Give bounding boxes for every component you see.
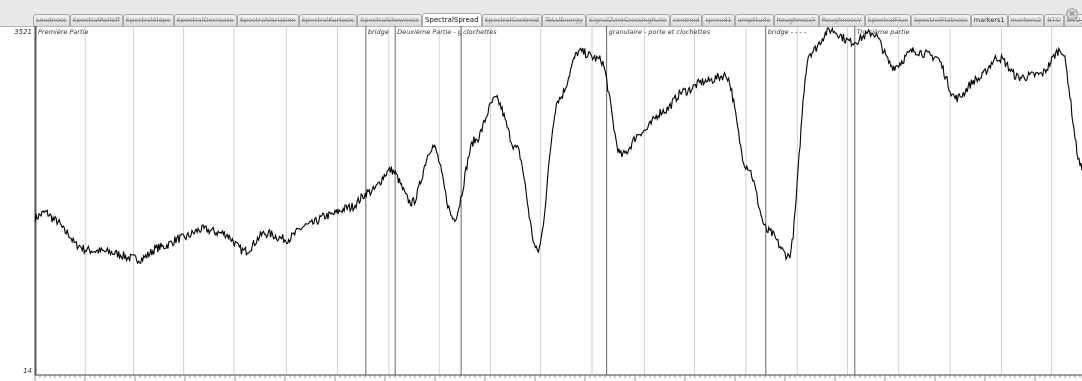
marker-label: Première Partie [38, 28, 88, 36]
spectral-spread-chart: Première Partie bridge Deuxième Partie - g… [14, 26, 1082, 381]
tab-spectralspread[interactable]: SpectralSpread [421, 13, 482, 26]
tab-markers1[interactable]: markers1 [970, 14, 1008, 26]
grid [84, 26, 1053, 375]
close-icon[interactable]: × [1066, 8, 1078, 20]
tab-spectralflatness[interactable]: SpectralFlatness [910, 14, 971, 26]
marker-label: Troisième partie [857, 28, 910, 36]
marker-label: clochettes [463, 28, 497, 36]
marker-label: bridge [368, 28, 389, 36]
tab-amplitude[interactable]: amplitude [734, 14, 774, 26]
tab-spectralvariation[interactable]: SpectralVariation [236, 14, 299, 26]
series-line [34, 26, 1082, 265]
tab-spectralrolloff[interactable]: SpectralRolloff [69, 14, 123, 26]
y-tick-top: 3521 [14, 28, 32, 36]
feature-tab-bar: Loudness SpectralRolloff SpectralSlope Spec… [0, 0, 1082, 27]
y-tick-bottom: 14 [23, 367, 32, 375]
tab-spectraldecrease[interactable]: SpectralDecrease [173, 14, 237, 26]
tab-spectralskewness[interactable]: SpectralSkewness [357, 14, 422, 26]
tab-loudness[interactable]: Loudness [33, 14, 70, 26]
tab-bto[interactable]: BTO [1044, 14, 1064, 26]
tab-spectralcentroid[interactable]: SpectralCentroid [481, 14, 543, 26]
tab-roughnessv[interactable]: RoughnessV [818, 14, 865, 26]
section-markers: Première Partie bridge Deuxième Partie - g… [35, 26, 910, 375]
tab-spectralslope[interactable]: SpectralSlope [122, 14, 174, 26]
tab-list: Loudness SpectralRolloff SpectralSlope Spec… [33, 13, 1082, 26]
marker-label: granulaire - porte et clochettes [609, 28, 711, 36]
tab-spectralflux[interactable]: SpectralFlux [864, 14, 911, 26]
tab-spectralkurtosis[interactable]: SpectralKurtosis [298, 14, 358, 26]
tab-markers2[interactable]: markers2 [1007, 14, 1045, 26]
tab-spread1[interactable]: spread1 [702, 14, 735, 26]
tab-signalzerocrossingrate[interactable]: SignalZeroCrossingRate [585, 14, 670, 26]
tab-totalenergy[interactable]: TotalEnergy [542, 14, 586, 26]
marker-label: Deuxième Partie - g [397, 28, 462, 36]
marker-label: bridge - - - - [768, 28, 807, 36]
x-ticks [34, 375, 1081, 381]
tab-roughnessf[interactable]: RoughnessF [773, 14, 819, 26]
tab-centroid[interactable]: centroid [669, 14, 703, 26]
